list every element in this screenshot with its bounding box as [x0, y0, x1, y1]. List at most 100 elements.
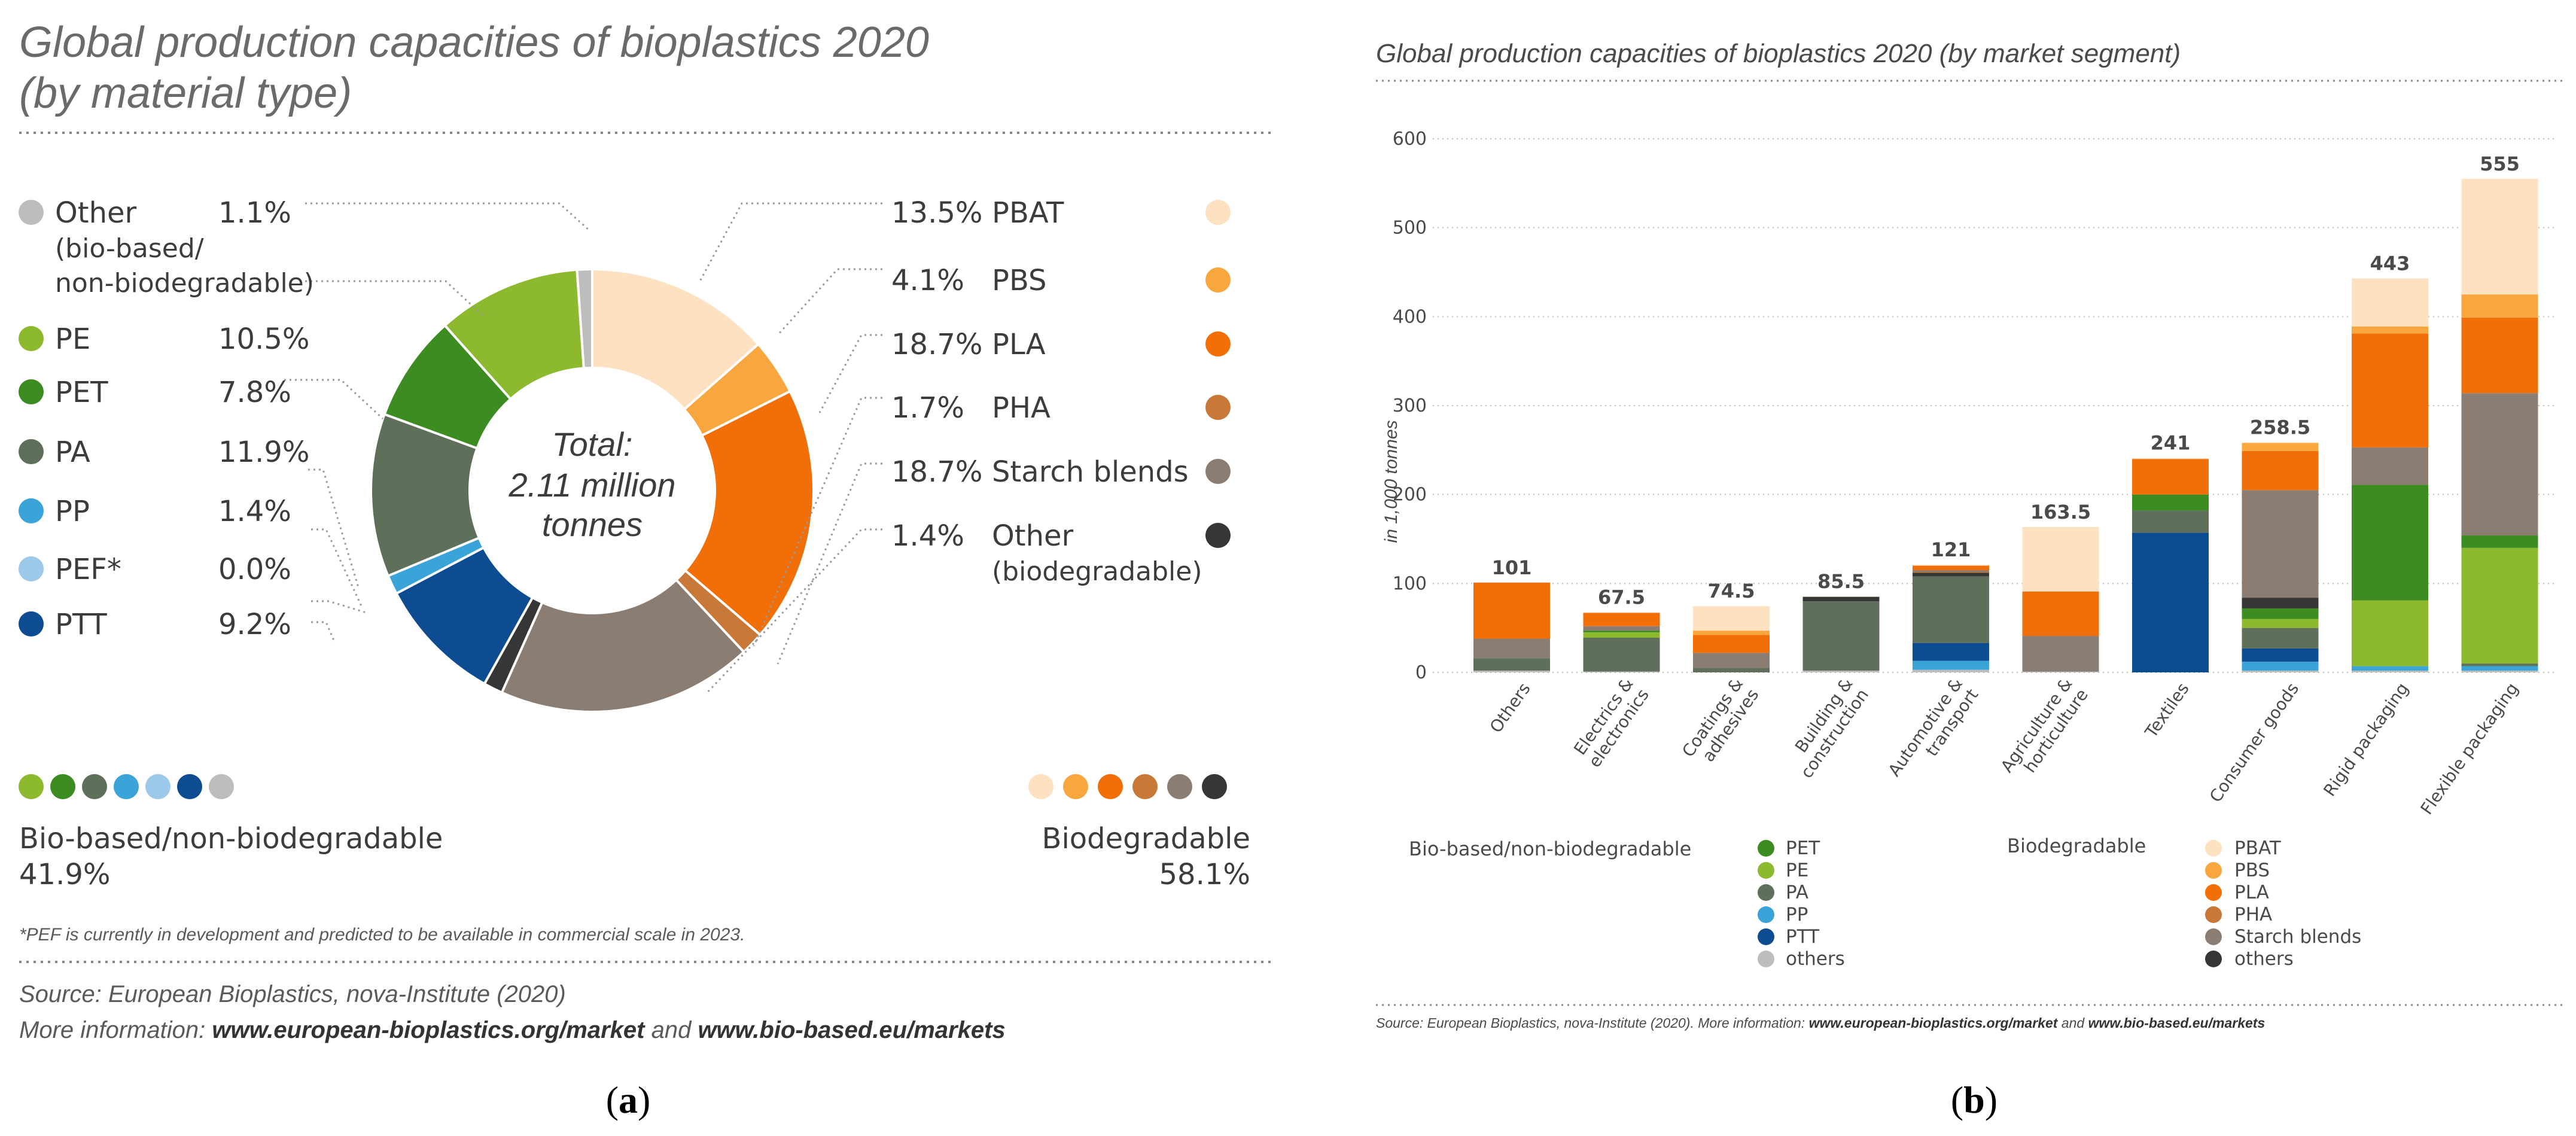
label-pct-pa: 11.9%: [218, 435, 309, 469]
bar-consumer-goods-pet: [2242, 608, 2319, 619]
bar-consumer-goods-starch: [2242, 490, 2319, 598]
link-bio-based[interactable]: www.bio-based.eu/markets: [698, 1017, 1005, 1043]
donut-center-unit: tonnes: [542, 505, 643, 543]
legend-b-dot-pa-bb: [1758, 884, 1774, 901]
bar-others-pa: [1473, 658, 1550, 671]
donut-slice-pla: [683, 389, 815, 637]
bar-rigid-packaging-pp: [2352, 666, 2428, 671]
legend-b-dot-pe-bb: [1758, 862, 1774, 879]
bar-electrics-pla: [1583, 613, 1660, 626]
label-pct-other: 1.1%: [218, 196, 291, 230]
panel-b-source-and: and: [2057, 1015, 2088, 1031]
legend-b-label-others-bb: others: [1786, 948, 1845, 970]
x-tick-agriculture: Agriculture &horticulture: [1997, 674, 2092, 787]
link-european-bioplastics[interactable]: www.european-bioplastics.org/market: [212, 1017, 645, 1043]
bar-others-other-bb: [1473, 671, 1550, 672]
total-label-building: 85.5: [1817, 570, 1865, 593]
legend-b-label-others-bd: others: [2234, 948, 2294, 970]
panel-b-source-prefix: Source: European Bioplastics, nova-Insti…: [1376, 1015, 1809, 1031]
biodegradable-dot-row: [1028, 774, 1227, 799]
bar-coatings-pa: [1693, 668, 1770, 672]
leader-line-0: [305, 202, 590, 232]
panel-a-title-line2: (by material type): [19, 69, 352, 117]
donut-slice-starch-blends: [500, 578, 746, 714]
panel-b-source: Source: European Bioplastics, nova-Insti…: [1376, 1015, 2265, 1031]
donut-center-total: Total:: [552, 425, 633, 463]
y-tick-400: 400: [1393, 306, 1427, 327]
bar-consumer-goods-other-bb: [2242, 671, 2319, 672]
label-name-pbat: PBAT: [992, 196, 1064, 230]
legend-dot-pe: [19, 326, 44, 351]
bar-coatings-starch: [1693, 653, 1770, 668]
bar-rigid-packaging-pbs: [2352, 326, 2428, 334]
legend-b-dot-ptt-bb: [1758, 928, 1774, 945]
legend-left-title: Bio-based/non-biodegradable: [1409, 837, 1691, 860]
bar-others-starch: [1473, 638, 1550, 659]
label-name-pet: PET: [55, 376, 108, 409]
y-tick-500: 500: [1393, 218, 1427, 239]
panel-b-title: Global production capacities of bioplast…: [1376, 39, 2181, 68]
donut-slice-pa: [370, 412, 481, 578]
panel-b-link-european-bioplastics[interactable]: www.european-bioplastics.org/market: [1809, 1015, 2059, 1031]
legend-b-dot-others-bd: [2205, 951, 2222, 967]
bar-agriculture-pbat: [2022, 526, 2099, 592]
label-name-pp: PP: [55, 495, 90, 528]
legend-b-label-starch-blends-bd: Starch blends: [2234, 926, 2361, 948]
label-name-pa: PA: [55, 435, 90, 469]
y-axis-label: in 1,000 tonnes: [1381, 420, 1401, 543]
label-name-other: Other: [55, 196, 137, 230]
bar-consumer-goods-pbs: [2242, 443, 2319, 451]
leader-line-8: [777, 268, 882, 336]
bar-textiles-pbat: [2132, 458, 2209, 459]
bar-others-pla: [1473, 582, 1550, 639]
caption-b-letter: b: [1963, 1079, 1985, 1121]
leader-line-9: [818, 334, 882, 413]
bar-flexible-packaging-other-bb: [2461, 671, 2538, 672]
caption-a-letter: a: [619, 1079, 638, 1121]
bar-rigid-packaging-pbat: [2352, 278, 2428, 327]
label-pct-pla: 18.7%: [891, 328, 982, 361]
bar-automotive-pa: [1913, 576, 1989, 643]
legend-dot-pla: [1205, 331, 1231, 357]
panel-b: Global production capacities of bioplast…: [1376, 39, 2566, 1121]
legend-dot-other: [19, 200, 44, 225]
legend-b-dot-pbat-bd: [2205, 840, 2222, 857]
pef-footnote: *PEF is currently in development and pre…: [19, 925, 745, 945]
label-pct-pha: 1.7%: [891, 391, 964, 425]
legend-dot-pp: [19, 498, 44, 523]
total-label-consumer-goods: 258.5: [2250, 416, 2310, 439]
group-pct-bio-based: 41.9%: [19, 858, 110, 891]
leader-line-10: [753, 397, 882, 647]
x-tick-building: Building &construction: [1781, 674, 1872, 782]
legend-b-label-ptt-bb: PTT: [1786, 926, 1820, 948]
label-pct-starch: 18.7%: [891, 455, 982, 489]
bar-electrics-starch: [1583, 626, 1660, 631]
legend-b-dot-pbs-bd: [2205, 862, 2222, 879]
panel-b-link-bio-based[interactable]: www.bio-based.eu/markets: [2088, 1015, 2266, 1031]
label-pct-ptt: 9.2%: [218, 608, 291, 641]
group-dot-pet: [50, 774, 75, 799]
total-label-others: 101: [1492, 556, 1532, 579]
bar-textiles-pa: [2132, 510, 2209, 533]
label-pct-pe: 10.5%: [218, 322, 309, 356]
label-pct-pbs: 4.1%: [891, 264, 964, 297]
total-label-electrics: 67.5: [1598, 586, 1645, 609]
legend-dot-pbat: [1205, 200, 1231, 225]
x-tick-coatings: Coatings &adhesives: [1678, 674, 1762, 772]
group-dot-pp: [114, 774, 139, 799]
bar-coatings-pbat: [1693, 606, 1770, 631]
legend-b-label-pbat-bd: PBAT: [2234, 837, 2282, 859]
x-tick-flexible-packaging: Flexible packaging: [2417, 679, 2523, 818]
panel-a-source: Source: European Bioplastics, nova-Insti…: [19, 981, 566, 1007]
left-label-list: Other 1.1% (bio-based/non-biodegradable) PE…: [19, 196, 314, 641]
leader-line-1: [305, 280, 486, 318]
leader-line-6: [311, 621, 336, 644]
legend-b-dot-pp-bb: [1758, 906, 1774, 923]
group-pct-biodegradable: 58.1%: [1159, 858, 1250, 891]
bar-flexible-packaging-pe: [2461, 547, 2538, 664]
group-dot-pla: [1098, 774, 1123, 799]
bar-consumer-goods-ptt: [2242, 648, 2319, 662]
group-dot-pa: [82, 774, 107, 799]
